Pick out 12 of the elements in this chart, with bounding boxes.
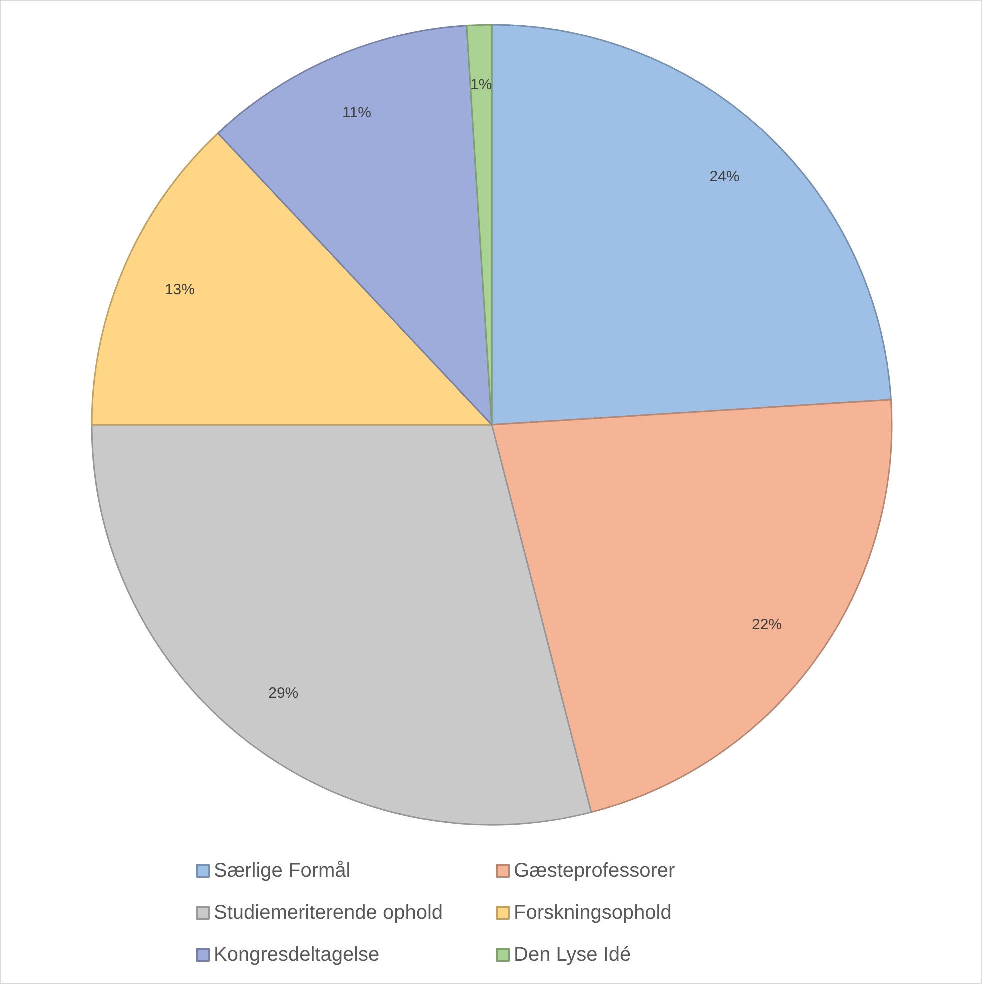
data-label: 29% — [268, 685, 299, 702]
data-label: 22% — [752, 616, 782, 634]
data-label: 24% — [710, 168, 740, 186]
data-label: 13% — [164, 281, 195, 298]
data-label: 1% — [470, 76, 492, 94]
legend-label: Særlige Formål — [214, 860, 351, 882]
legend-label: Gæsteprofessorer — [514, 860, 676, 882]
legend-label: Den Lyse Idé — [514, 944, 632, 966]
legend-label: Forskningsophold — [514, 902, 672, 924]
legend-label: Studiemeriterende ophold — [214, 902, 444, 924]
legend-label: Kongresdeltagelse — [214, 944, 380, 966]
data-label: 11% — [342, 104, 372, 122]
